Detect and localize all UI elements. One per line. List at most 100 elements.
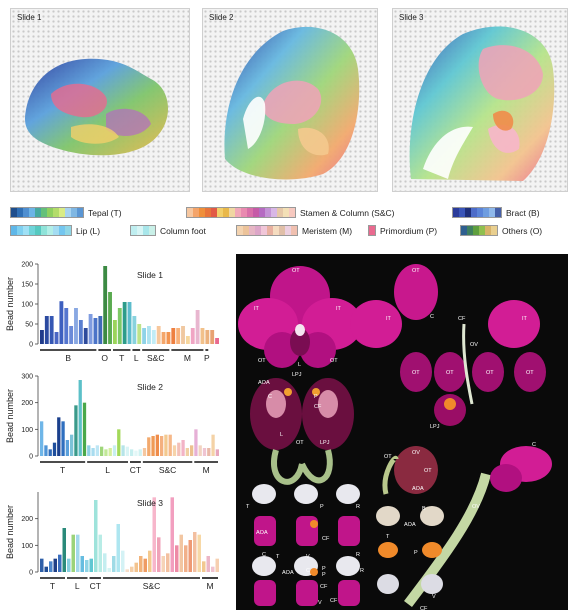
- legend-swatch: [368, 225, 376, 236]
- photo-label: AOA: [412, 486, 424, 492]
- group-label: M: [203, 465, 210, 475]
- photo-label: LPJ: [430, 424, 440, 430]
- bar: [69, 326, 74, 344]
- bar: [210, 330, 215, 344]
- y-tick-label: 100: [21, 302, 33, 309]
- group-label: T: [119, 353, 124, 363]
- photo-label: IT: [386, 316, 391, 322]
- bar: [166, 332, 171, 344]
- bar: [185, 448, 189, 456]
- photo-label: CF: [420, 606, 428, 610]
- bar: [160, 436, 164, 456]
- bar: [207, 448, 211, 456]
- bar: [78, 320, 83, 344]
- photo-label: OT: [330, 358, 338, 364]
- photo-label: L: [280, 432, 284, 438]
- legend-swatch: [10, 207, 84, 218]
- slide-panel-3: Slide 3: [392, 8, 568, 192]
- photo-label: LPJ: [292, 372, 302, 378]
- bar: [54, 332, 59, 344]
- photo-label: T: [386, 534, 390, 540]
- legend-item: Tepal (T): [10, 207, 128, 218]
- slide-panel-2: Slide 2: [202, 8, 378, 192]
- y-axis-label: Bead number: [5, 505, 15, 559]
- bar-chart-slide-3: Bead number 0 100 200 Slide 3 T L CT S&C M: [4, 484, 226, 594]
- bar: [139, 556, 143, 572]
- bar: [94, 500, 98, 572]
- photo-label: V: [306, 554, 310, 560]
- y-tick-label: 200: [21, 516, 33, 523]
- bar: [147, 326, 151, 344]
- group-label: S&C: [159, 465, 176, 475]
- bar: [74, 308, 78, 344]
- bar: [184, 545, 188, 572]
- photo-label: B: [422, 506, 426, 512]
- slide-panel-1: Slide 1: [10, 8, 190, 192]
- flower-illustration: [238, 264, 552, 608]
- group-label: M: [206, 581, 213, 591]
- bar: [127, 302, 132, 344]
- chart-title: Slide 3: [137, 498, 163, 508]
- bar: [147, 437, 151, 456]
- bar: [64, 308, 69, 344]
- tissue-section: [224, 26, 360, 180]
- y-tick-label: 300: [21, 374, 33, 381]
- bar: [76, 534, 80, 572]
- bar: [171, 328, 176, 344]
- bar: [138, 449, 142, 456]
- bar: [190, 445, 194, 456]
- bar: [78, 380, 82, 456]
- bar-chart-slide-2: Bead number 0 100 200 300 Slide 2 T L CT S&C M: [4, 368, 226, 478]
- bar: [93, 318, 98, 344]
- photo-label: OV: [472, 504, 480, 510]
- photo-label: AOA: [256, 530, 268, 536]
- photo-label: T: [246, 504, 250, 510]
- legend-item: Primordium (P): [368, 225, 443, 236]
- bar: [175, 545, 179, 572]
- bar: [134, 450, 138, 456]
- bar: [116, 524, 120, 572]
- bar: [98, 316, 103, 344]
- bar: [130, 449, 134, 456]
- bar: [205, 330, 210, 344]
- photo-label: AOA: [258, 380, 270, 386]
- bar: [176, 328, 181, 344]
- bar: [206, 556, 210, 572]
- bar: [88, 314, 93, 344]
- bar: [130, 566, 134, 572]
- group-label: M: [184, 353, 191, 363]
- bar: [107, 568, 111, 572]
- bar: [202, 448, 207, 456]
- bar: [49, 561, 53, 572]
- legend-item: Others (O): [460, 225, 548, 236]
- bar: [49, 316, 54, 344]
- group-label: T: [50, 581, 55, 591]
- photo-label: OT: [296, 440, 304, 446]
- bar: [164, 434, 168, 456]
- bar: [91, 448, 95, 456]
- bar: [215, 558, 219, 572]
- legend-label: Meristem (M): [302, 225, 353, 236]
- group-label: B: [65, 353, 71, 363]
- photo-label: OT: [384, 454, 392, 460]
- photo-label: OT: [424, 468, 432, 474]
- bar: [117, 429, 121, 456]
- orchid-flower-photo: OT IT IT OT OT L LPJ OT IT IT C CF OV OT OT OT OT LPJ AOA C…: [236, 254, 568, 610]
- legend-swatch: [186, 207, 296, 218]
- legend-label: Lip (L): [76, 225, 101, 236]
- bar: [65, 440, 69, 456]
- bar: [156, 326, 161, 344]
- photo-label: IT: [254, 306, 259, 312]
- bar: [104, 449, 108, 456]
- y-tick-label: 150: [21, 282, 33, 289]
- photo-label: C: [262, 552, 266, 558]
- photo-label: AOA: [282, 570, 294, 576]
- bar: [40, 558, 44, 572]
- group-label: CT: [90, 581, 101, 591]
- legend-label: Bract (B): [506, 207, 540, 218]
- legend-item: Column foot: [130, 225, 212, 236]
- bar: [137, 324, 142, 344]
- legend-label: Tepal (T): [88, 207, 122, 218]
- bar: [67, 558, 71, 572]
- legend-item: Bract (B): [452, 207, 546, 218]
